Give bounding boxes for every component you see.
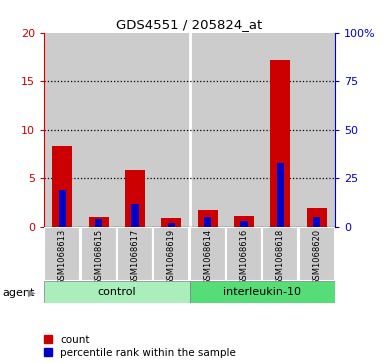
- Bar: [117, 33, 153, 227]
- Text: agent: agent: [2, 288, 34, 298]
- FancyBboxPatch shape: [226, 227, 262, 281]
- Text: GSM1068619: GSM1068619: [167, 229, 176, 285]
- Bar: [299, 33, 335, 227]
- Bar: [226, 33, 262, 227]
- Title: GDS4551 / 205824_at: GDS4551 / 205824_at: [117, 19, 263, 32]
- FancyBboxPatch shape: [117, 227, 153, 281]
- Text: interleukin-10: interleukin-10: [223, 287, 301, 297]
- Text: GSM1068620: GSM1068620: [312, 229, 321, 285]
- Text: GSM1068613: GSM1068613: [58, 229, 67, 285]
- FancyBboxPatch shape: [299, 227, 335, 281]
- Bar: [204, 217, 211, 227]
- FancyBboxPatch shape: [44, 227, 80, 281]
- Bar: [307, 208, 327, 227]
- Bar: [80, 33, 117, 227]
- Text: GSM1068615: GSM1068615: [94, 229, 103, 285]
- Bar: [198, 211, 218, 227]
- Bar: [277, 163, 284, 227]
- Text: GSM1068614: GSM1068614: [203, 229, 212, 285]
- FancyBboxPatch shape: [81, 227, 117, 281]
- Bar: [44, 281, 190, 303]
- Text: GSM1068617: GSM1068617: [131, 229, 140, 285]
- Bar: [241, 221, 248, 227]
- Bar: [168, 223, 175, 227]
- Bar: [190, 281, 335, 303]
- Bar: [153, 33, 189, 227]
- Legend: count, percentile rank within the sample: count, percentile rank within the sample: [44, 335, 236, 358]
- Bar: [95, 219, 102, 227]
- Bar: [125, 170, 145, 227]
- Text: control: control: [98, 287, 136, 297]
- Bar: [89, 217, 109, 227]
- FancyBboxPatch shape: [263, 227, 298, 281]
- Text: ▶: ▶: [28, 288, 35, 298]
- Bar: [190, 33, 226, 227]
- Bar: [161, 218, 181, 227]
- Bar: [44, 33, 80, 227]
- Bar: [132, 204, 139, 227]
- FancyBboxPatch shape: [190, 227, 226, 281]
- Bar: [313, 217, 320, 227]
- Bar: [270, 60, 290, 227]
- Bar: [59, 190, 66, 227]
- Bar: [52, 146, 72, 227]
- Bar: [234, 216, 254, 227]
- Text: GSM1068616: GSM1068616: [239, 229, 249, 285]
- Bar: [262, 33, 299, 227]
- FancyBboxPatch shape: [154, 227, 189, 281]
- Text: GSM1068618: GSM1068618: [276, 229, 285, 285]
